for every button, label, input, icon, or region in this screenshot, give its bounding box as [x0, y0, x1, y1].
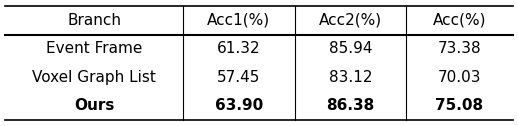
- Text: Ours: Ours: [74, 98, 114, 113]
- Text: 75.08: 75.08: [436, 98, 484, 113]
- Text: 73.38: 73.38: [438, 41, 481, 56]
- Text: Event Frame: Event Frame: [46, 41, 142, 56]
- Text: Acc2(%): Acc2(%): [319, 13, 382, 28]
- Text: 85.94: 85.94: [328, 41, 372, 56]
- Text: Branch: Branch: [67, 13, 121, 28]
- Text: Voxel Graph List: Voxel Graph List: [32, 70, 156, 85]
- Text: 70.03: 70.03: [438, 70, 481, 85]
- Text: 83.12: 83.12: [328, 70, 372, 85]
- Text: 57.45: 57.45: [217, 70, 261, 85]
- Text: Acc(%): Acc(%): [433, 13, 486, 28]
- Text: 86.38: 86.38: [326, 98, 375, 113]
- Text: 63.90: 63.90: [214, 98, 263, 113]
- Text: Acc1(%): Acc1(%): [207, 13, 270, 28]
- Text: 61.32: 61.32: [217, 41, 261, 56]
